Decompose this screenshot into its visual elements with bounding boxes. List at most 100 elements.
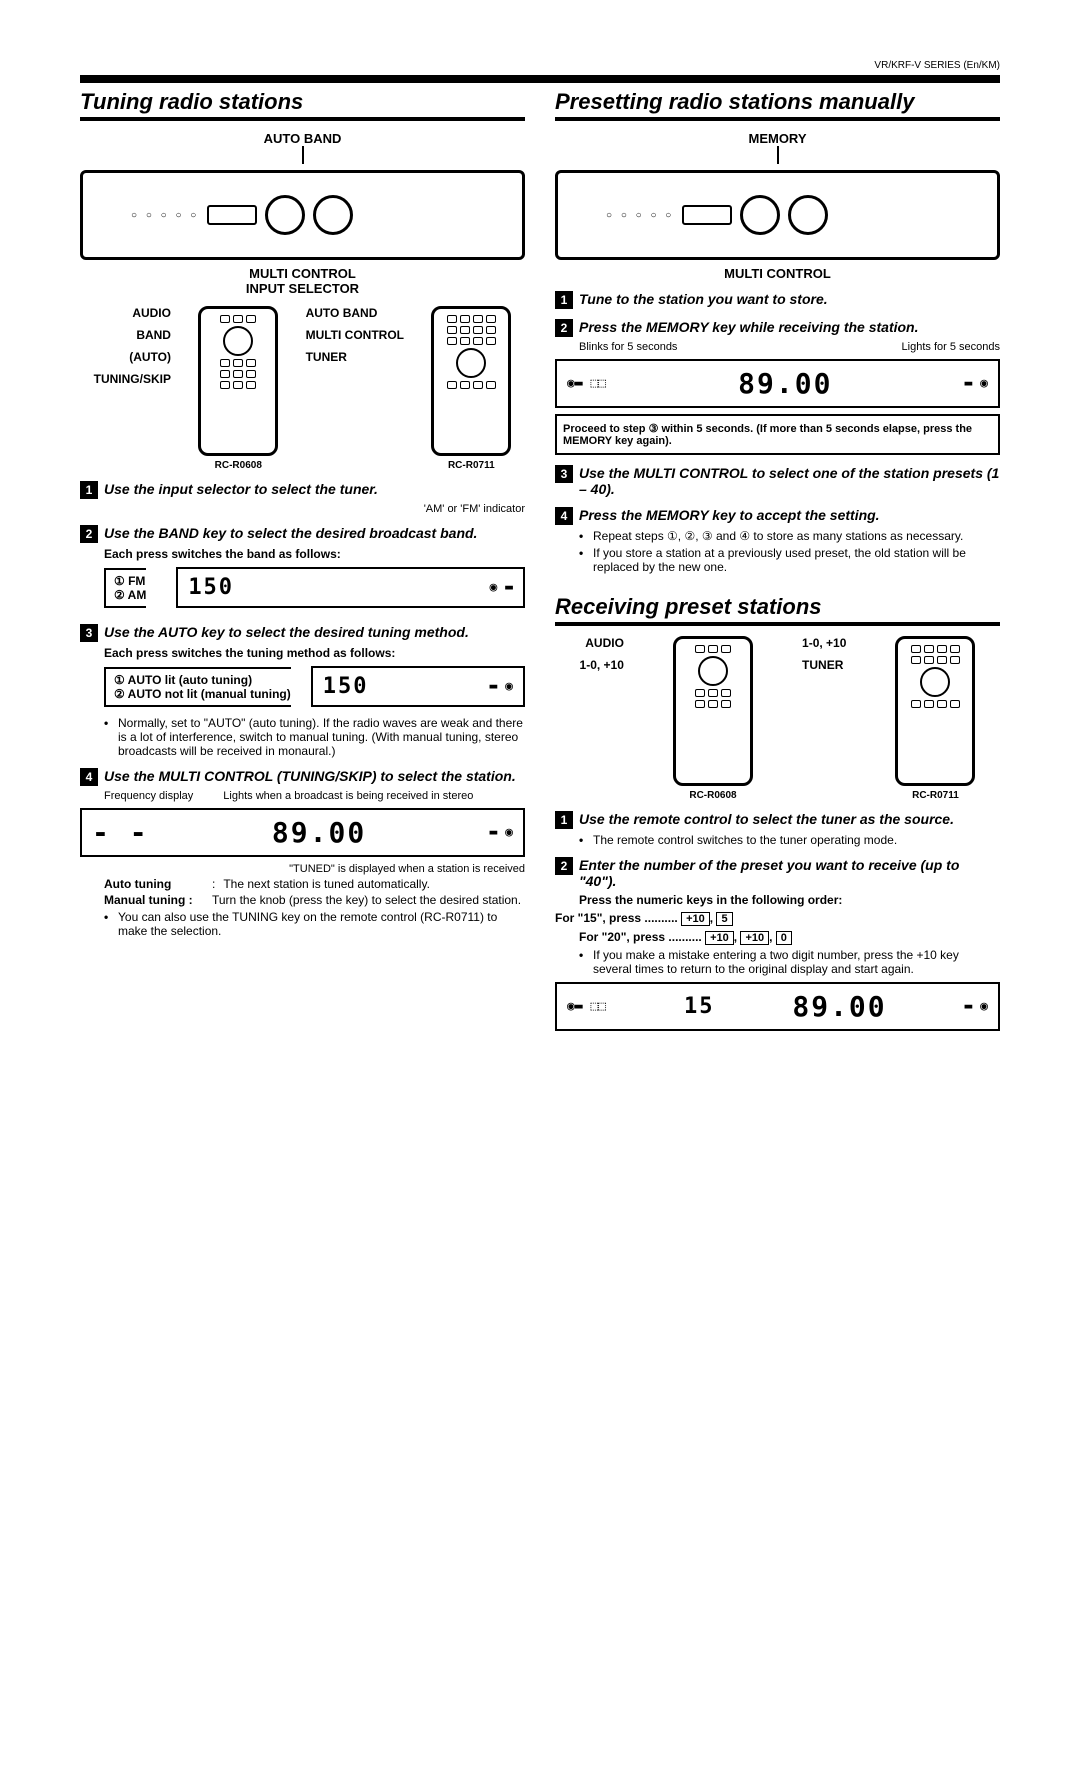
r-step-4-icon: 4 [555, 507, 573, 525]
manual-tuning-k: Manual tuning : [104, 893, 204, 907]
step-4-icon: 4 [80, 768, 98, 786]
lbl-auto: (AUTO) [94, 350, 171, 364]
band-indicator: ① FM ② AM [104, 568, 146, 608]
stereo-label: Lights when a broadcast is being receive… [223, 790, 473, 802]
auto-tuning-v: The next station is tuned automatically. [223, 877, 430, 891]
step2-note: Each press switches the band as follows: [104, 547, 525, 561]
freq-150: 150 [188, 575, 234, 600]
rcv-step2-bullet: If you make a mistake entering a two dig… [579, 948, 1000, 976]
header-series: VR/KRF-V SERIES (En/KM) [80, 60, 1000, 71]
lbl-tuner-r: TUNER [306, 350, 404, 364]
r-step1-text: Tune to the station you want to store. [579, 291, 828, 307]
key-0: 0 [776, 931, 792, 945]
top-black-bar [80, 75, 1000, 83]
step4-text: Use the MULTI CONTROL (TUNING/SKIP) to s… [104, 768, 516, 784]
r-step4-b2: If you store a station at a previously u… [579, 546, 1000, 574]
stereo-icon: ◉ ▬ [490, 580, 513, 595]
rcv-name-0608: RC-R0608 [673, 790, 753, 801]
am-option: ② AM [114, 588, 146, 602]
r-step4-b1: Repeat steps ①, ②, ③ and ④ to store as m… [579, 529, 1000, 543]
lbl-tuning: TUNING/SKIP [94, 372, 171, 386]
r-step2-text: Press the MEMORY key while receiving the… [579, 319, 919, 335]
remote-rcv-0608 [673, 636, 753, 786]
dashes: - - [92, 816, 149, 849]
auto-display-icon: ▬ ◉ [490, 679, 513, 694]
receive-title: Receiving preset stations [555, 594, 1000, 626]
lbl-band: BAND [94, 328, 171, 342]
r-step-2-icon: 2 [555, 319, 573, 337]
r-step-1-icon: 1 [555, 291, 573, 309]
rcv-step1-bullet: The remote control switches to the tuner… [579, 833, 1000, 847]
receiver-diagram-right: ○ ○ ○ ○ ○ [555, 170, 1000, 260]
rcv-tuner: TUNER [802, 658, 846, 672]
step1-note: 'AM' or 'FM' indicator [104, 503, 525, 515]
step-2-icon: 2 [80, 525, 98, 543]
key-10-a: +10 [681, 912, 710, 926]
r-step4-text: Press the MEMORY key to accept the setti… [579, 507, 880, 523]
tuned-note: "TUNED" is displayed when a station is r… [104, 863, 525, 875]
remote-rc-r0711 [431, 306, 511, 456]
auto-indicator: ① AUTO lit (auto tuning) ② AUTO not lit … [104, 667, 291, 707]
fm-option: ① FM [114, 574, 146, 588]
remote-name-0608: RC-R0608 [198, 460, 278, 471]
rcv-step2-text: Enter the number of the preset you want … [579, 857, 1000, 889]
rcv-plus: 1-0, +10 [802, 636, 846, 650]
preset-15: 15 [684, 994, 715, 1019]
right-column: Presetting radio stations manually MEMOR… [555, 89, 1000, 1037]
manual-tuning-v: Turn the knob (press the key) to select … [212, 893, 521, 907]
lights-label: Lights for 5 seconds [902, 341, 1000, 353]
auto-notlit: ② AUTO not lit (manual tuning) [114, 687, 291, 701]
tuning-title: Tuning radio stations [80, 89, 525, 121]
key-10-b: +10 [705, 931, 734, 945]
multi-control-label-r: MULTI CONTROL [724, 266, 831, 281]
left-column: Tuning radio stations AUTO BAND ○ ○ ○ ○ … [80, 89, 525, 1037]
pointer-r [777, 146, 779, 164]
auto-lit: ① AUTO lit (auto tuning) [114, 673, 252, 687]
memory-label: MEMORY [748, 131, 806, 146]
rcv-disp-icon: ◉▬ ⬚⬚ [567, 999, 606, 1014]
remote-name-0711: RC-R0711 [431, 460, 511, 471]
step-1-icon: 1 [80, 481, 98, 499]
rcv-step-2-icon: 2 [555, 857, 573, 875]
step3-text: Use the AUTO key to select the desired t… [104, 624, 469, 640]
mem-icon: ▬ ◉ [965, 376, 988, 391]
multi-control-label: MULTI CONTROL [249, 266, 356, 281]
auto-band-label: AUTO BAND [264, 131, 342, 146]
lbl-audio: AUDIO [94, 306, 171, 320]
pointer [302, 146, 304, 164]
for15-label: For "15", press .......... [555, 911, 678, 925]
r-step-3-icon: 3 [555, 465, 573, 483]
tuned-icon: ▬ ◉ [490, 825, 513, 840]
freq-8900: 89.00 [272, 816, 366, 849]
for20-label: For "20", press .......... [579, 930, 702, 944]
memory-disp-icon: ◉▬ ⬚⬚ [567, 376, 606, 391]
lbl-autoband-r: AUTO BAND [306, 306, 404, 320]
r-step3-text: Use the MULTI CONTROL to select one of t… [579, 465, 1000, 497]
input-selector-label: INPUT SELECTOR [246, 281, 359, 296]
freq-150-b: 150 [323, 674, 369, 699]
rcv-name-0711: RC-R0711 [895, 790, 975, 801]
key-5: 5 [716, 912, 732, 926]
step1-text: Use the input selector to select the tun… [104, 481, 378, 497]
step3-bullet: Normally, set to "AUTO" (auto tuning). I… [104, 716, 525, 758]
lbl-multi-r: MULTI CONTROL [306, 328, 404, 342]
rcv-step2-note: Press the numeric keys in the following … [579, 893, 1000, 907]
step-3-icon: 3 [80, 624, 98, 642]
rcv-step-1-icon: 1 [555, 811, 573, 829]
blinks-label: Blinks for 5 seconds [579, 341, 677, 353]
step3-note: Each press switches the tuning method as… [104, 646, 525, 660]
step2-text: Use the BAND key to select the desired b… [104, 525, 477, 541]
remote-rcv-0711 [895, 636, 975, 786]
auto-tuning-k: Auto tuning [104, 877, 204, 891]
rcv-freq-8900: 89.00 [792, 990, 886, 1023]
preset-title: Presetting radio stations manually [555, 89, 1000, 121]
receiver-diagram-left: ○ ○ ○ ○ ○ [80, 170, 525, 260]
rcv-minus: 1-0, +10 [580, 658, 624, 672]
rcv-audio: AUDIO [580, 636, 624, 650]
remote-rc-r0608 [198, 306, 278, 456]
rcv-step1-text: Use the remote control to select the tun… [579, 811, 954, 827]
key-10-c: +10 [740, 931, 769, 945]
step4-bullet: You can also use the TUNING key on the r… [104, 910, 525, 938]
freq-disp-label: Frequency display [104, 790, 193, 802]
r-freq-8900: 89.00 [738, 367, 832, 400]
